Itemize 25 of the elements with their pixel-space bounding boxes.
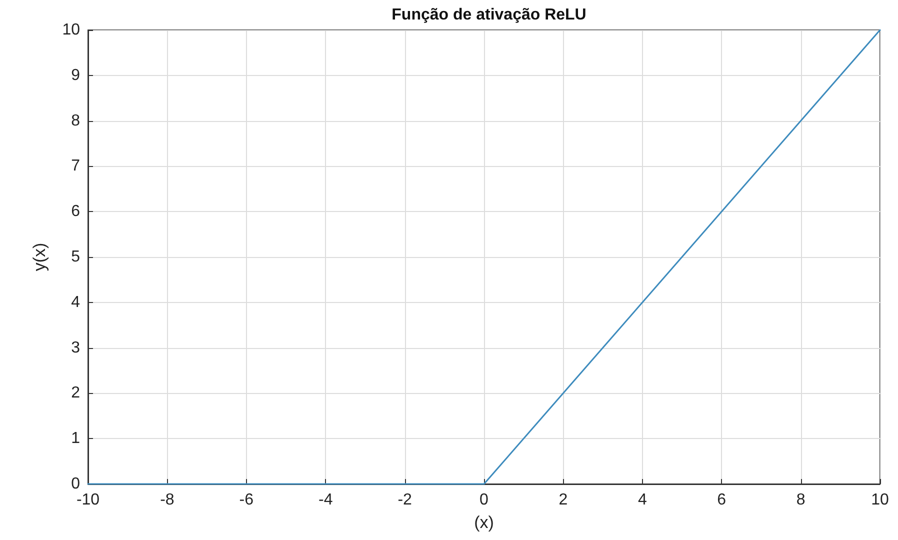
y-tick-label: 7 [71,158,80,175]
x-tick-label: 0 [480,492,489,508]
x-axis-title: (x) [474,513,494,532]
y-tick-label: 10 [62,22,80,38]
x-tick-label: -6 [239,492,254,508]
y-tick-label: 8 [71,112,80,130]
y-tick-label: 3 [71,339,80,356]
y-tick-label: 5 [71,248,80,266]
chart-title: Função de ativação ReLU [392,6,586,24]
y-tick-label: 4 [71,294,80,311]
x-tick-label: -10 [76,492,100,508]
x-tick-label: -4 [318,492,333,508]
y-tick-label: 2 [71,384,80,402]
y-tick-label: 6 [71,203,80,220]
y-tick-label: 0 [71,476,80,492]
x-tick-label: 4 [638,492,647,508]
y-axis-title: y(x) [30,242,49,272]
x-tick-label: 10 [871,492,889,508]
x-tick-label: 8 [796,492,806,508]
x-tick-label: -2 [398,492,412,508]
y-tick-label: 1 [71,430,80,448]
y-tick-label: 9 [71,66,80,84]
x-tick-label: -8 [160,492,174,508]
x-tick-label: 6 [717,492,726,508]
x-tick-label: 2 [558,492,568,508]
